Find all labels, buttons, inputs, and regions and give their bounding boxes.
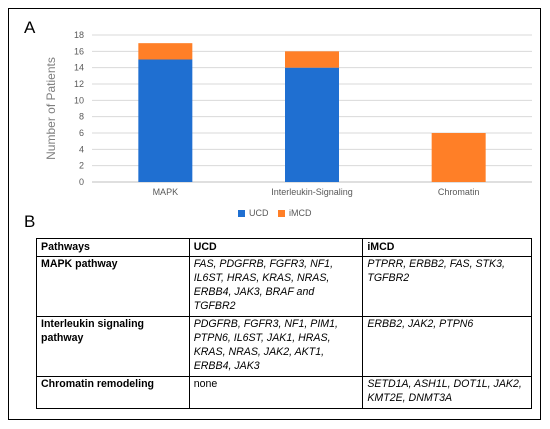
chart-legend: UCD iMCD [0, 208, 550, 222]
bar-chart: 0 2 4 6 8 10 12 14 16 18 Number of Patients MAPK Int… [44, 30, 532, 197]
y-tick-label: 6 [79, 128, 84, 138]
bar-imcd-mapk [138, 43, 193, 60]
ucd-genes-cell: FAS, PDGFRB, FGFR3, NF1, IL6ST, HRAS, KR… [188, 255, 364, 317]
table-row: Chromatin remodeling none SETD1A, ASH1L,… [36, 375, 532, 409]
y-tick-label: 14 [74, 63, 84, 73]
y-axis-label: Number of Patients [44, 57, 58, 160]
y-tick-label: 16 [74, 46, 84, 56]
y-tick-label: 0 [79, 177, 84, 187]
table-header-row: Pathways UCD iMCD [36, 238, 532, 257]
table-row: Interleukin signaling pathway PDGFRB, FG… [36, 315, 532, 377]
imcd-genes-cell: PTPRR, ERBB2, FAS, STK3, TGFBR2 [362, 255, 532, 317]
y-tick-label: 4 [79, 144, 84, 154]
x-tick-label: Interleukin-Signaling [271, 187, 353, 197]
legend-swatch-imcd [278, 209, 285, 217]
pathway-cell: MAPK pathway [36, 255, 190, 317]
legend-item-imcd: iMCD [278, 208, 312, 218]
y-tick-label: 18 [74, 30, 84, 40]
panel-b-label: B [24, 212, 36, 231]
legend-label-imcd: iMCD [289, 208, 312, 218]
bar-imcd-interleukin-signaling [285, 51, 339, 68]
y-tick-label: 12 [74, 79, 84, 89]
ucd-genes-cell: PDGFRB, FGFR3, NF1, PIM1, PTPN6, IL6ST, … [188, 315, 364, 377]
y-tick-label: 10 [74, 95, 84, 105]
legend-label-ucd: UCD [249, 208, 269, 218]
figure-frame [8, 8, 541, 420]
header-imcd: iMCD [362, 238, 532, 257]
y-tick-label: 8 [79, 112, 84, 122]
ucd-genes-cell: none [188, 375, 364, 409]
pathway-table: Pathways UCD iMCD MAPK pathway FAS, PDGF… [36, 238, 532, 409]
panel-a-label: A [24, 18, 36, 37]
x-tick-label: MAPK [153, 187, 179, 197]
legend-swatch-ucd [238, 209, 245, 217]
pathway-cell: Interleukin signaling pathway [36, 315, 190, 377]
bar-imcd-chromatin [431, 133, 486, 182]
imcd-genes-cell: ERBB2, JAK2, PTPN6 [362, 315, 532, 377]
header-ucd: UCD [188, 238, 364, 257]
table-row: MAPK pathway FAS, PDGFRB, FGFR3, NF1, IL… [36, 255, 532, 317]
legend-item-ucd: UCD [238, 208, 269, 218]
y-tick-label: 2 [79, 161, 84, 171]
bar-ucd-interleukin-signaling [285, 67, 339, 182]
header-pathways: Pathways [36, 238, 190, 257]
x-tick-label: Chromatin [438, 187, 480, 197]
imcd-genes-cell: SETD1A, ASH1L, DOT1L, JAK2, KMT2E, DNMT3… [362, 375, 532, 409]
pathway-cell: Chromatin remodeling [36, 375, 190, 409]
bar-ucd-mapk [138, 59, 193, 182]
